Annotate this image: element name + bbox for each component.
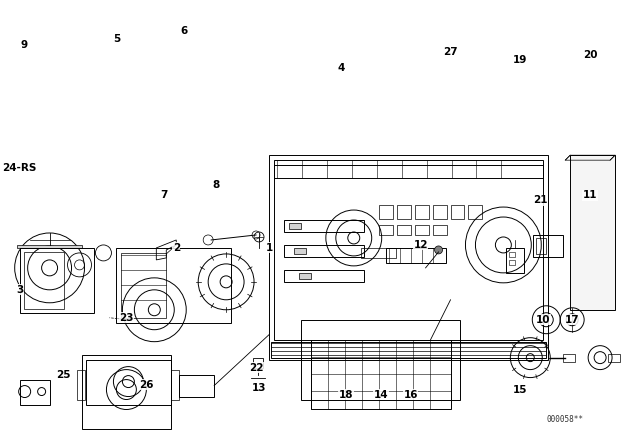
- Text: 1: 1: [266, 243, 273, 253]
- Bar: [397, 205, 411, 219]
- Text: 000058**: 000058**: [547, 415, 584, 424]
- Text: 11: 11: [583, 190, 597, 200]
- Text: 24-RS: 24-RS: [3, 163, 37, 173]
- Text: 20: 20: [583, 51, 597, 60]
- Bar: [415, 205, 429, 219]
- Text: 10: 10: [536, 315, 550, 325]
- Text: 12: 12: [413, 240, 428, 250]
- Bar: [506, 248, 524, 273]
- Text: 27: 27: [444, 47, 458, 57]
- Text: 18: 18: [339, 390, 353, 400]
- Text: 23: 23: [119, 313, 134, 323]
- Polygon shape: [570, 155, 615, 310]
- Bar: [433, 205, 447, 219]
- Bar: [81, 355, 172, 430]
- Bar: [172, 370, 179, 400]
- Bar: [24, 252, 63, 309]
- Text: 5: 5: [113, 34, 120, 43]
- Bar: [509, 252, 515, 257]
- Bar: [536, 238, 547, 254]
- Bar: [563, 353, 575, 362]
- Text: 4: 4: [337, 64, 344, 73]
- Bar: [284, 220, 364, 232]
- Text: 13: 13: [252, 383, 266, 392]
- Bar: [271, 342, 547, 358]
- Bar: [86, 360, 172, 405]
- Bar: [311, 340, 451, 409]
- Polygon shape: [17, 245, 81, 248]
- Bar: [77, 370, 84, 400]
- Text: 25: 25: [56, 370, 71, 379]
- Bar: [301, 320, 461, 400]
- Bar: [379, 205, 393, 219]
- Text: 2: 2: [173, 243, 180, 253]
- Text: 16: 16: [403, 390, 418, 400]
- Bar: [397, 225, 411, 235]
- Bar: [294, 248, 306, 254]
- Bar: [433, 225, 447, 235]
- Circle shape: [435, 246, 442, 254]
- Text: 9: 9: [20, 40, 28, 51]
- Text: 3: 3: [16, 285, 23, 295]
- Bar: [386, 248, 445, 263]
- Text: 15: 15: [513, 384, 527, 395]
- Text: 14: 14: [373, 390, 388, 400]
- Bar: [274, 165, 543, 340]
- Bar: [274, 160, 543, 178]
- Bar: [289, 223, 301, 229]
- Bar: [20, 248, 95, 313]
- Text: 7: 7: [161, 190, 168, 200]
- Bar: [284, 270, 364, 282]
- Bar: [122, 253, 166, 318]
- Bar: [468, 205, 483, 219]
- Text: 26: 26: [139, 379, 154, 390]
- Bar: [20, 379, 49, 405]
- Bar: [379, 225, 393, 235]
- Bar: [533, 235, 563, 257]
- Bar: [361, 248, 396, 258]
- Bar: [451, 205, 465, 219]
- Text: 21: 21: [533, 195, 547, 205]
- Bar: [269, 155, 548, 360]
- Text: 19: 19: [513, 56, 527, 65]
- Text: 6: 6: [180, 26, 188, 35]
- Bar: [608, 353, 620, 362]
- Bar: [299, 273, 311, 279]
- Text: 17: 17: [565, 315, 579, 325]
- Bar: [284, 245, 364, 257]
- Bar: [116, 248, 231, 323]
- Bar: [415, 225, 429, 235]
- Text: 22: 22: [249, 362, 263, 373]
- Bar: [509, 260, 515, 265]
- Bar: [179, 375, 214, 396]
- Text: 8: 8: [212, 180, 220, 190]
